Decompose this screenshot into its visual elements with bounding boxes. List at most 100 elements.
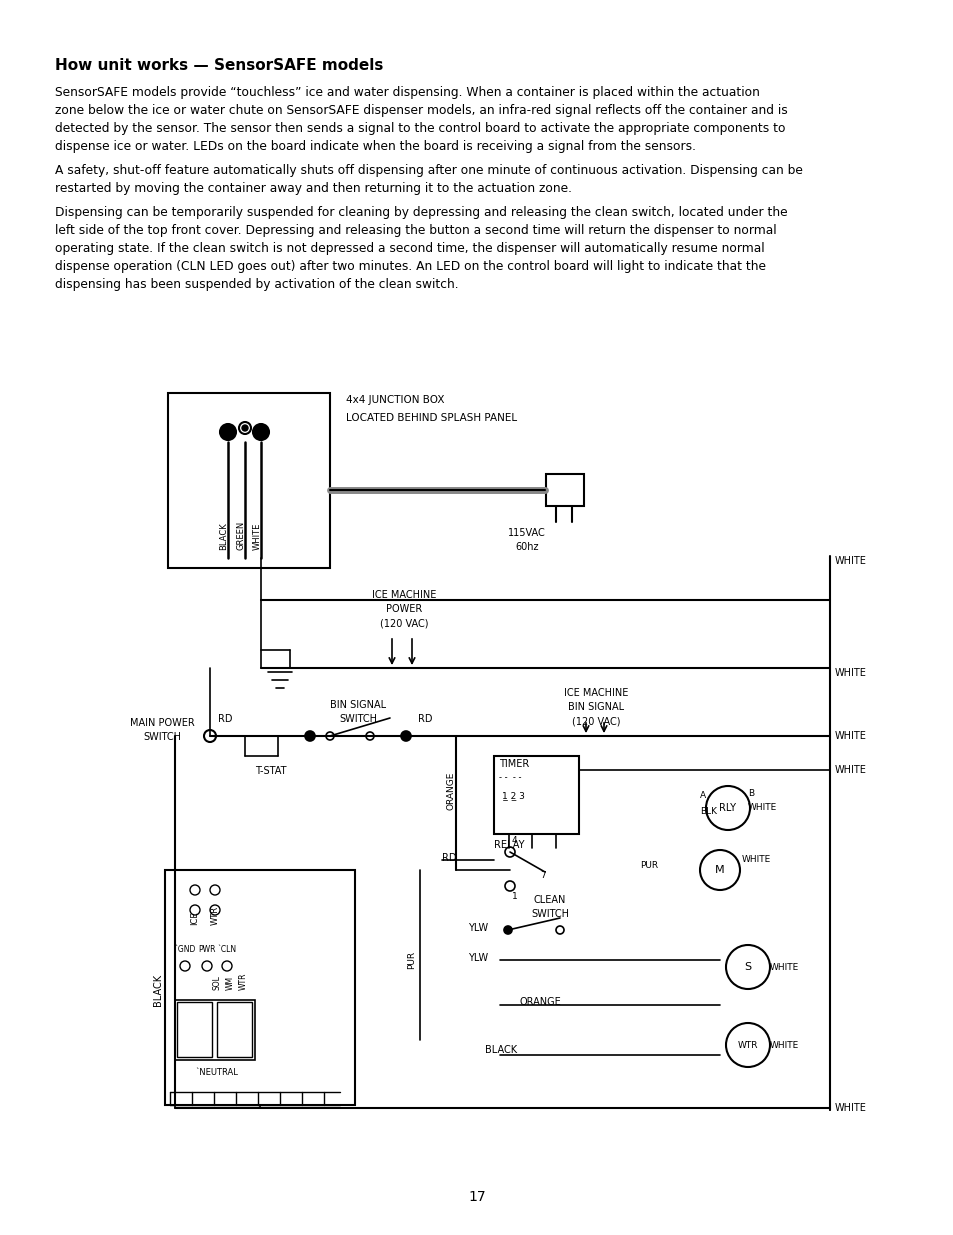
Text: BIN SIGNAL: BIN SIGNAL <box>330 700 386 710</box>
Text: WHITE: WHITE <box>834 556 866 566</box>
Text: A safety, shut-off feature automatically shuts off dispensing after one minute o: A safety, shut-off feature automatically… <box>55 164 802 177</box>
Circle shape <box>504 881 515 890</box>
Text: dispensing has been suspended by activation of the clean switch.: dispensing has been suspended by activat… <box>55 278 458 291</box>
Text: dispense operation (CLN LED goes out) after two minutes. An LED on the control b: dispense operation (CLN LED goes out) af… <box>55 261 765 273</box>
Circle shape <box>326 732 334 740</box>
Text: SOL: SOL <box>213 976 221 990</box>
Bar <box>494 756 578 834</box>
Text: SensorSAFE models provide “touchless” ice and water dispensing. When a container: SensorSAFE models provide “touchless” ic… <box>55 86 760 99</box>
Circle shape <box>366 732 374 740</box>
Text: RD: RD <box>417 714 432 724</box>
Text: ICE: ICE <box>191 911 199 925</box>
Circle shape <box>725 945 769 989</box>
Text: ˋGND: ˋGND <box>174 945 195 953</box>
Text: RD: RD <box>441 853 456 863</box>
Circle shape <box>700 850 740 890</box>
Text: RLY: RLY <box>719 803 736 813</box>
Text: 1̲ 2̲ 3: 1̲ 2̲ 3 <box>501 790 524 800</box>
Text: 4x4 JUNCTION BOX: 4x4 JUNCTION BOX <box>346 395 444 405</box>
Text: PWR: PWR <box>198 945 215 953</box>
Bar <box>545 474 583 506</box>
Text: WHITE: WHITE <box>741 856 770 864</box>
Circle shape <box>222 961 232 971</box>
Text: S: S <box>743 962 751 972</box>
Text: YLW: YLW <box>468 953 488 963</box>
Text: WTR: WTR <box>737 1041 758 1050</box>
Bar <box>177 1002 212 1057</box>
Text: WTR: WTR <box>238 972 247 990</box>
Text: zone below the ice or water chute on SensorSAFE dispenser models, an infra-red s: zone below the ice or water chute on Sen… <box>55 104 787 117</box>
Text: WHITE: WHITE <box>747 804 777 813</box>
Circle shape <box>305 731 314 741</box>
Circle shape <box>725 1023 769 1067</box>
Text: ORANGE: ORANGE <box>446 772 455 810</box>
Text: - -  - -: - - - - <box>498 773 521 782</box>
Text: ˋCLN: ˋCLN <box>217 945 236 953</box>
Text: BIN SIGNAL: BIN SIGNAL <box>567 701 623 713</box>
Text: operating state. If the clean switch is not depressed a second time, the dispens: operating state. If the clean switch is … <box>55 242 763 254</box>
Text: WHITE: WHITE <box>253 522 261 550</box>
Text: WHITE: WHITE <box>834 1103 866 1113</box>
Text: RD: RD <box>218 714 233 724</box>
Circle shape <box>705 785 749 830</box>
Text: ORANGE: ORANGE <box>519 997 561 1007</box>
Text: left side of the top front cover. Depressing and releasing the button a second t: left side of the top front cover. Depres… <box>55 224 776 237</box>
Bar <box>165 869 355 1105</box>
Circle shape <box>190 885 200 895</box>
Text: TIMER: TIMER <box>498 760 529 769</box>
Text: BLK: BLK <box>700 806 717 815</box>
Text: ICE MACHINE: ICE MACHINE <box>372 590 436 600</box>
Text: Dispensing can be temporarily suspended for cleaning by depressing and releasing: Dispensing can be temporarily suspended … <box>55 206 787 219</box>
Text: POWER: POWER <box>385 604 421 614</box>
Circle shape <box>253 424 269 440</box>
Text: WHITE: WHITE <box>769 962 799 972</box>
Text: B: B <box>747 789 753 799</box>
Circle shape <box>504 847 515 857</box>
Text: WTR: WTR <box>211 906 219 925</box>
Text: M: M <box>715 864 724 876</box>
Circle shape <box>190 905 200 915</box>
Text: 7: 7 <box>539 872 545 881</box>
Text: GREEN: GREEN <box>236 521 245 550</box>
Circle shape <box>239 422 251 433</box>
Text: RELAY: RELAY <box>494 840 524 850</box>
Text: restarted by moving the container away and then returning it to the actuation zo: restarted by moving the container away a… <box>55 182 572 195</box>
Bar <box>174 1000 254 1060</box>
Text: SWITCH: SWITCH <box>143 732 181 742</box>
Circle shape <box>400 731 411 741</box>
Circle shape <box>503 926 512 934</box>
Bar <box>168 393 330 568</box>
Text: PUR: PUR <box>639 861 658 869</box>
Text: (120 VAC): (120 VAC) <box>571 716 619 726</box>
Circle shape <box>180 961 190 971</box>
Text: WM: WM <box>225 976 234 990</box>
Text: SWITCH: SWITCH <box>531 909 568 919</box>
Text: ICE MACHINE: ICE MACHINE <box>563 688 627 698</box>
Text: 60hz: 60hz <box>515 542 538 552</box>
Text: 17: 17 <box>468 1191 485 1204</box>
Circle shape <box>210 905 220 915</box>
Text: 4: 4 <box>512 836 517 845</box>
Text: BLACK: BLACK <box>484 1045 517 1055</box>
Text: (120 VAC): (120 VAC) <box>379 618 428 629</box>
Text: CLEAN: CLEAN <box>534 895 565 905</box>
Text: 1: 1 <box>512 892 517 902</box>
Circle shape <box>210 885 220 895</box>
Text: WHITE: WHITE <box>769 1041 799 1050</box>
Text: BLACK: BLACK <box>152 974 163 1007</box>
Text: T-STAT: T-STAT <box>254 766 286 776</box>
Text: detected by the sensor. The sensor then sends a signal to the control board to a: detected by the sensor. The sensor then … <box>55 122 784 135</box>
Text: WHITE: WHITE <box>834 668 866 678</box>
Text: dispense ice or water. LEDs on the board indicate when the board is receiving a : dispense ice or water. LEDs on the board… <box>55 140 696 153</box>
Text: YLW: YLW <box>468 923 488 932</box>
Circle shape <box>220 424 235 440</box>
Text: BLACK: BLACK <box>219 522 229 550</box>
Text: PUR: PUR <box>407 951 416 969</box>
Text: SWITCH: SWITCH <box>338 714 376 724</box>
Circle shape <box>242 425 248 431</box>
Bar <box>216 1002 252 1057</box>
Circle shape <box>556 926 563 934</box>
Text: A: A <box>700 792 705 800</box>
Text: ˋNEUTRAL: ˋNEUTRAL <box>194 1068 237 1077</box>
Circle shape <box>204 730 215 742</box>
